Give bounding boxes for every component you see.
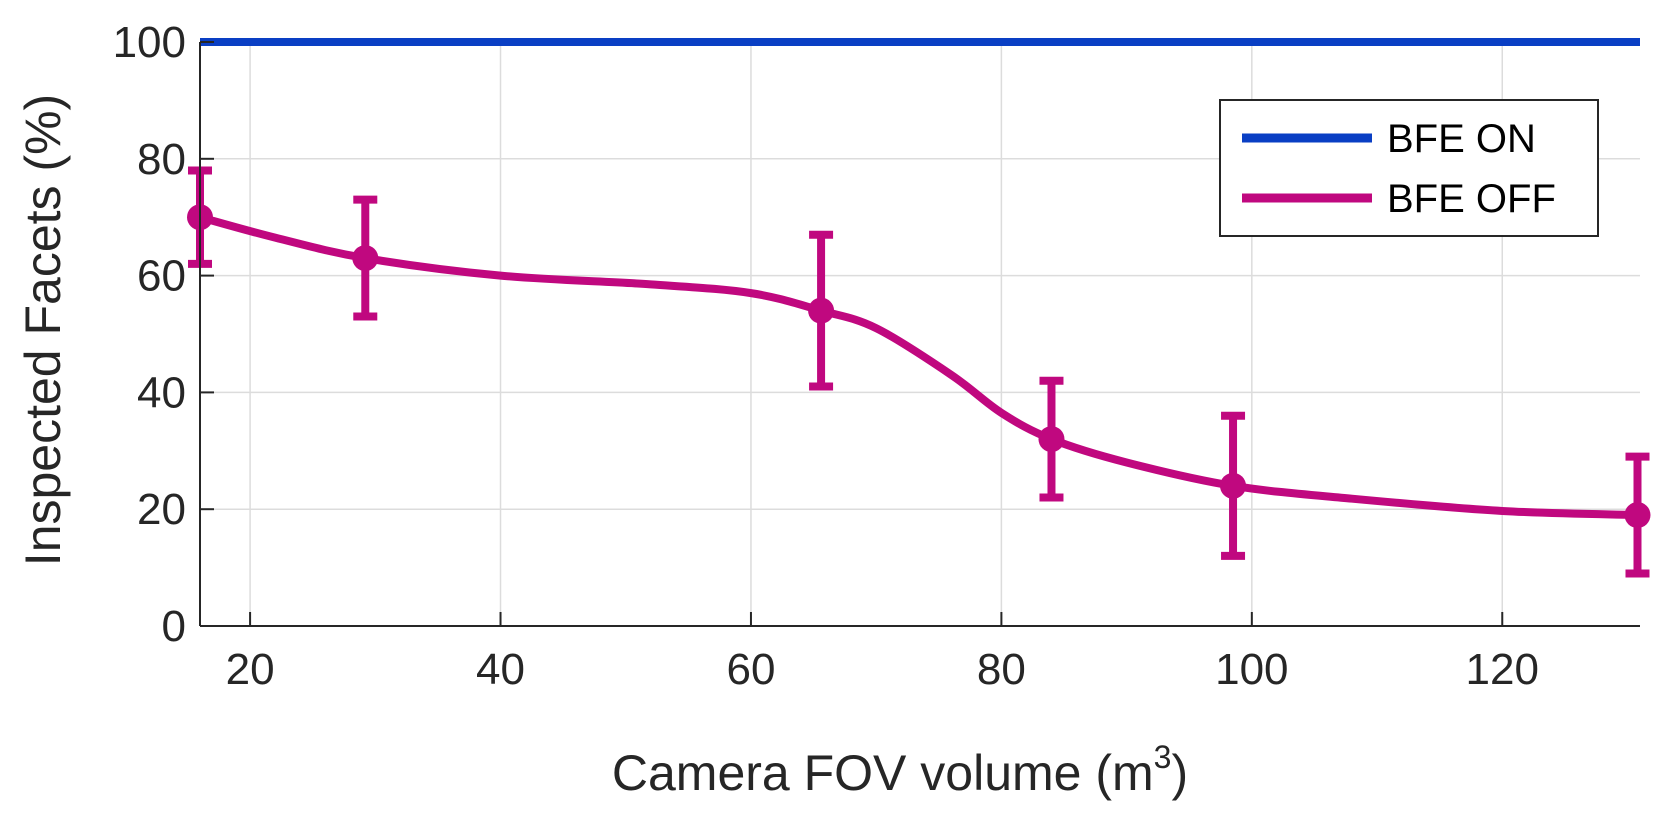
x-tick-label: 100 bbox=[1215, 645, 1288, 694]
axes bbox=[199, 41, 1640, 627]
x-tick-label: 80 bbox=[977, 645, 1026, 694]
data-point bbox=[1038, 426, 1065, 453]
legend-label-bfe-off: BFE OFF bbox=[1387, 177, 1556, 221]
legend-label-bfe-on: BFE ON bbox=[1387, 117, 1536, 161]
y-tick-label: 80 bbox=[137, 135, 186, 184]
x-axis-title: Camera FOV volume (m3) bbox=[612, 739, 1188, 801]
y-tick-label: 40 bbox=[137, 368, 186, 417]
y-tick-label: 0 bbox=[162, 602, 186, 651]
legend-box bbox=[1219, 99, 1599, 237]
series-bfe-off bbox=[187, 166, 1651, 578]
data-point bbox=[352, 245, 379, 272]
y-tick-label: 100 bbox=[113, 18, 186, 67]
tick-labels: 20 40 60 80 100 120 0 20 40 60 80 100 bbox=[113, 18, 1539, 694]
x-tick-label: 60 bbox=[726, 645, 775, 694]
legend: BFE ON BFE OFF bbox=[1219, 99, 1599, 237]
x-tick-label: 40 bbox=[476, 645, 525, 694]
y-tick-label: 60 bbox=[137, 252, 186, 301]
data-point bbox=[808, 297, 835, 324]
x-tick-label: 120 bbox=[1466, 645, 1539, 694]
data-point bbox=[1220, 472, 1247, 499]
x-tick-label: 20 bbox=[226, 645, 275, 694]
data-point bbox=[1624, 502, 1651, 529]
y-axis-title: Inspected Facets (%) bbox=[15, 94, 71, 566]
series-layer bbox=[187, 38, 1651, 578]
series-line bbox=[196, 213, 1642, 520]
y-tick-label: 20 bbox=[137, 485, 186, 534]
